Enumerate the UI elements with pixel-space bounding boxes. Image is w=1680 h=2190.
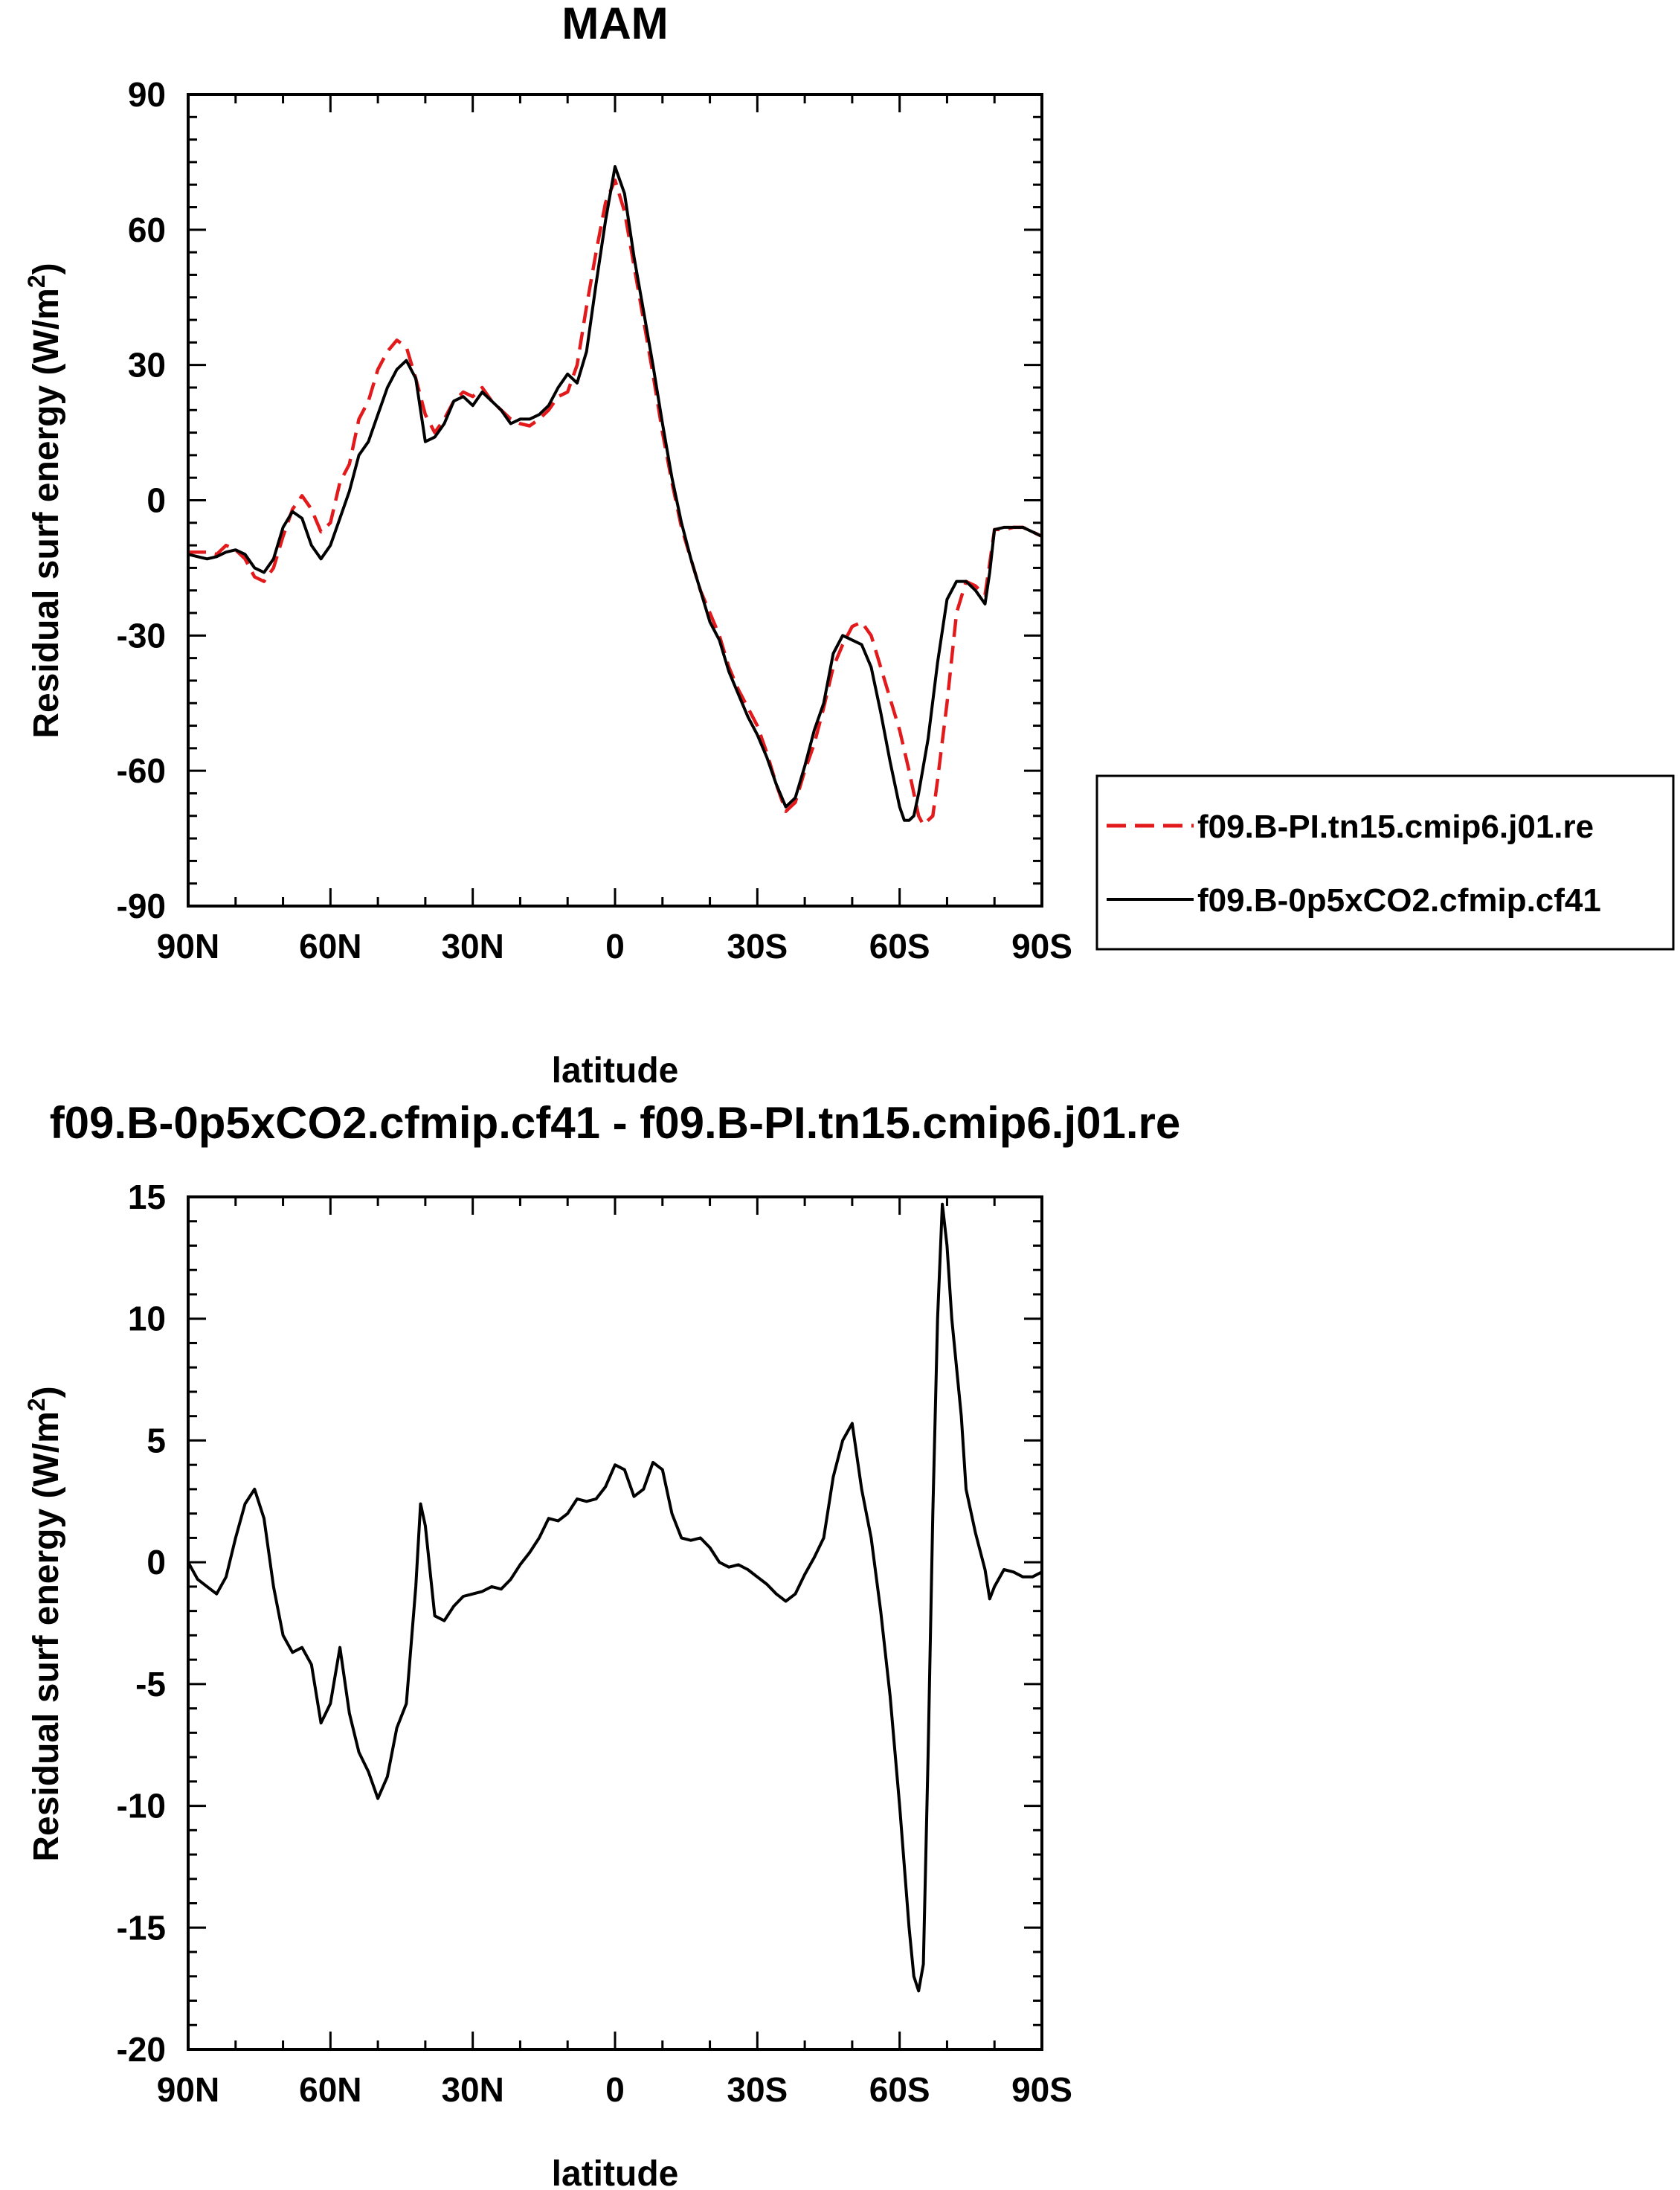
top-panel-frame bbox=[187, 93, 1043, 908]
series-line-1 bbox=[187, 165, 1043, 822]
x-tick-label: 90N bbox=[157, 2070, 219, 2109]
y-tick-label: 90 bbox=[128, 75, 166, 114]
x-tick-label: 0 bbox=[605, 2070, 625, 2109]
y-tick-label: -10 bbox=[117, 1787, 166, 1825]
y-tick-label: -15 bbox=[117, 1908, 166, 1947]
bottom-panel: f09.B-0p5xCO2.cfmip.cf41 - f09.B-PI.tn15… bbox=[23, 1098, 1180, 2190]
bottom-panel-series bbox=[187, 1202, 1043, 1993]
y-tick-label: -20 bbox=[117, 2030, 166, 2069]
top-ylabel-main: Residual surf energy (W/m bbox=[27, 288, 66, 738]
top-panel-title: MAM bbox=[561, 0, 668, 48]
legend-label-co2: f09.B-0p5xCO2.cfmip.cf41 bbox=[1197, 882, 1601, 919]
x-tick-label: 30S bbox=[727, 2070, 788, 2109]
y-tick-label: 15 bbox=[128, 1178, 166, 1216]
x-tick-label: 60S bbox=[869, 2070, 930, 2109]
y-tick-label: 60 bbox=[128, 211, 166, 249]
x-tick-label: 0 bbox=[605, 927, 625, 966]
top-panel-x-tick-labels: 90N 60N 30N 0 30S 60S 90S bbox=[157, 927, 1072, 966]
y-tick-label: 0 bbox=[147, 481, 166, 520]
bottom-panel-y-tick-labels: 15 10 5 0 -5 -10 -15 -20 bbox=[117, 1178, 166, 2069]
y-tick-label: -30 bbox=[117, 616, 166, 655]
x-tick-label: 30S bbox=[727, 927, 788, 966]
y-tick-label: -5 bbox=[135, 1665, 166, 1703]
bottom-ylabel-sup: 2 bbox=[23, 1398, 50, 1411]
x-tick-label: 90S bbox=[1011, 927, 1072, 966]
y-tick-label: -90 bbox=[117, 887, 166, 925]
bottom-panel-x-tick-labels: 90N 60N 30N 0 30S 60S 90S bbox=[157, 2070, 1072, 2109]
x-tick-label: 30N bbox=[441, 927, 503, 966]
x-tick-label: 60S bbox=[869, 927, 930, 966]
top-panel-series bbox=[187, 165, 1043, 827]
bottom-panel-xlabel: latitude bbox=[552, 2154, 679, 2190]
y-tick-label: -60 bbox=[117, 751, 166, 790]
series-line-0 bbox=[188, 178, 1043, 827]
top-panel-ylabel: Residual surf energy (W/m2) bbox=[23, 263, 66, 738]
top-panel-ticks bbox=[187, 93, 1043, 908]
x-tick-label: 60N bbox=[299, 927, 361, 966]
x-tick-label: 90N bbox=[157, 927, 219, 966]
top-panel-legend: f09.B-PI.tn15.cmip6.j01.re f09.B-0p5xCO2… bbox=[1095, 774, 1675, 951]
bottom-ylabel-main: Residual surf energy (W/m bbox=[27, 1411, 66, 1861]
y-tick-label: 10 bbox=[128, 1300, 166, 1338]
x-tick-label: 60N bbox=[299, 2070, 361, 2109]
bottom-ylabel-close: ) bbox=[27, 1386, 66, 1398]
y-tick-label: 5 bbox=[147, 1421, 166, 1460]
x-tick-label: 30N bbox=[441, 2070, 503, 2109]
top-panel: MAM 90 60 30 0 -30 -60 -90 90N 60N 30N 0 30S 60S 90S… bbox=[23, 0, 1675, 1091]
top-ylabel-sup: 2 bbox=[23, 274, 50, 288]
legend-box bbox=[1095, 774, 1675, 951]
bottom-panel-ylabel: Residual surf energy (W/m2) bbox=[23, 1386, 66, 1861]
series-line-0 bbox=[187, 1202, 1043, 1993]
bottom-panel-ticks bbox=[187, 1195, 1043, 2051]
x-tick-label: 90S bbox=[1011, 2070, 1072, 2109]
bottom-panel-title: f09.B-0p5xCO2.cfmip.cf41 - f09.B-PI.tn15… bbox=[50, 1098, 1181, 1148]
top-panel-xlabel: latitude bbox=[552, 1051, 679, 1091]
top-panel-y-tick-labels: 90 60 30 0 -30 -60 -90 bbox=[117, 75, 166, 925]
bottom-panel-frame bbox=[187, 1195, 1043, 2051]
y-tick-label: 0 bbox=[147, 1543, 166, 1582]
legend-label-pi: f09.B-PI.tn15.cmip6.j01.re bbox=[1197, 809, 1594, 845]
top-ylabel-close: ) bbox=[27, 263, 66, 274]
y-tick-label: 30 bbox=[128, 346, 166, 385]
